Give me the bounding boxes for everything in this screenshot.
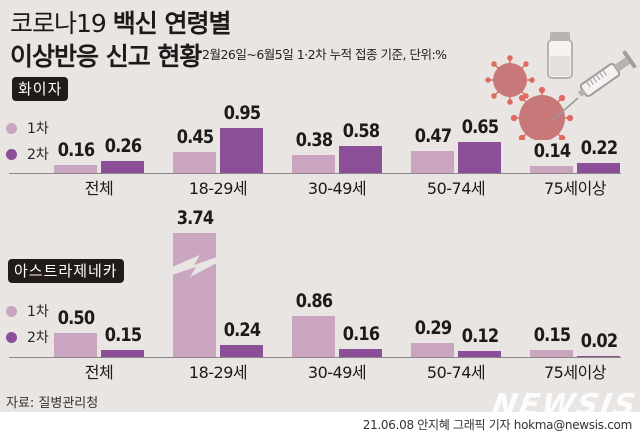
legend-label: 1차 (27, 121, 49, 137)
value-label: 0.02 (580, 330, 617, 352)
title-light: 코로나19 (10, 9, 113, 38)
value-label: 0.16 (342, 323, 379, 345)
section-tag-az: 아스트라제네카 (8, 259, 124, 283)
bar-dose2 (577, 356, 620, 357)
value-label: 0.58 (342, 120, 379, 142)
source-note: 자료: 질병관리청 (6, 396, 99, 411)
legend-dot-icon (6, 122, 17, 134)
credit-line: 21.06.08 안지혜 그래픽 기자 hokma@newsis.com (362, 418, 633, 432)
bar-dose1 (292, 316, 335, 357)
value-label: 0.47 (414, 125, 451, 147)
bar-dose2 (101, 350, 144, 357)
vaccine-vial-icon (547, 32, 573, 79)
legend-label: 1차 (27, 304, 49, 320)
value-label: 0.86 (295, 290, 332, 312)
chart-title-line2: 이상반응 신고 현황 (10, 42, 202, 71)
title-bold: 백신 연령별 (112, 9, 232, 38)
bar-dose1 (54, 165, 97, 173)
legend-az: 1차 2차 (6, 298, 49, 350)
value-label: 0.24 (223, 319, 260, 341)
value-label: 0.15 (533, 324, 570, 346)
coronavirus-icon (510, 86, 574, 140)
legend-dot-icon (6, 148, 17, 160)
value-label: 0.38 (295, 129, 332, 151)
syringe-icon (552, 50, 637, 121)
category-label: 50-74세 (426, 179, 486, 198)
value-label: 0.50 (57, 307, 94, 329)
value-label: 0.29 (414, 317, 451, 339)
pfizer-baseline (9, 173, 621, 174)
bar-dose2 (101, 161, 144, 173)
vaccine-illustration (485, 32, 637, 140)
category-label: 50-74세 (426, 363, 486, 382)
bar-dose1 (292, 155, 335, 173)
bar-dose1 (173, 152, 216, 173)
value-label: 3.74 (176, 207, 213, 229)
bar-dose2 (339, 146, 382, 173)
bar-dose2 (577, 163, 620, 173)
value-label: 0.16 (57, 139, 94, 161)
bar-dose1 (530, 166, 573, 173)
legend-label: 2차 (27, 147, 49, 163)
legend-dot-icon (6, 305, 17, 317)
category-label: 전체 (84, 179, 114, 198)
section-tag-pfizer: 화이자 (12, 77, 69, 101)
category-label: 30-49세 (307, 179, 367, 198)
legend-item-dose2: 2차 (6, 324, 49, 350)
bar-dose1 (530, 350, 573, 357)
category-label: 30-49세 (307, 363, 367, 382)
value-label: 0.22 (580, 137, 617, 159)
legend-item-dose1: 1차 (6, 115, 49, 141)
bar-dose1 (411, 151, 454, 173)
axis-break-icon (172, 255, 217, 277)
bar-dose2 (339, 349, 382, 357)
chart-title-line1: 코로나19 백신 연령별 (10, 4, 232, 40)
bar-dose1 (54, 333, 97, 357)
bar-dose2 (220, 345, 263, 357)
value-label: 0.15 (104, 324, 141, 346)
value-label: 0.95 (223, 102, 260, 124)
legend-pfizer: 1차 2차 (6, 115, 49, 167)
legend-item-dose1: 1차 (6, 298, 49, 324)
legend-item-dose2: 2차 (6, 141, 49, 167)
bar-dose2 (220, 128, 263, 173)
legend-label: 2차 (27, 330, 49, 346)
category-label: 18-29세 (188, 179, 248, 198)
category-label: 75세이상 (543, 179, 607, 198)
bar-dose2 (458, 351, 501, 357)
category-label: 18-29세 (188, 363, 248, 382)
bar-dose2 (458, 142, 501, 173)
chart-subtitle: 2월26일~6월5일 1·2차 누적 접종 기준, 단위:% (202, 47, 447, 62)
value-label: 0.45 (176, 126, 213, 148)
coronavirus-icon (485, 55, 535, 105)
category-label: 전체 (84, 363, 114, 382)
value-label: 0.12 (461, 325, 498, 347)
bar-dose1 (173, 233, 216, 357)
category-label: 75세이상 (543, 363, 607, 382)
az-baseline (9, 357, 621, 358)
bar-dose1 (411, 343, 454, 357)
footer-strip (0, 412, 640, 434)
value-label: 0.65 (461, 116, 498, 138)
legend-dot-icon (6, 331, 17, 343)
value-label: 0.14 (533, 140, 570, 162)
value-label: 0.26 (104, 135, 141, 157)
